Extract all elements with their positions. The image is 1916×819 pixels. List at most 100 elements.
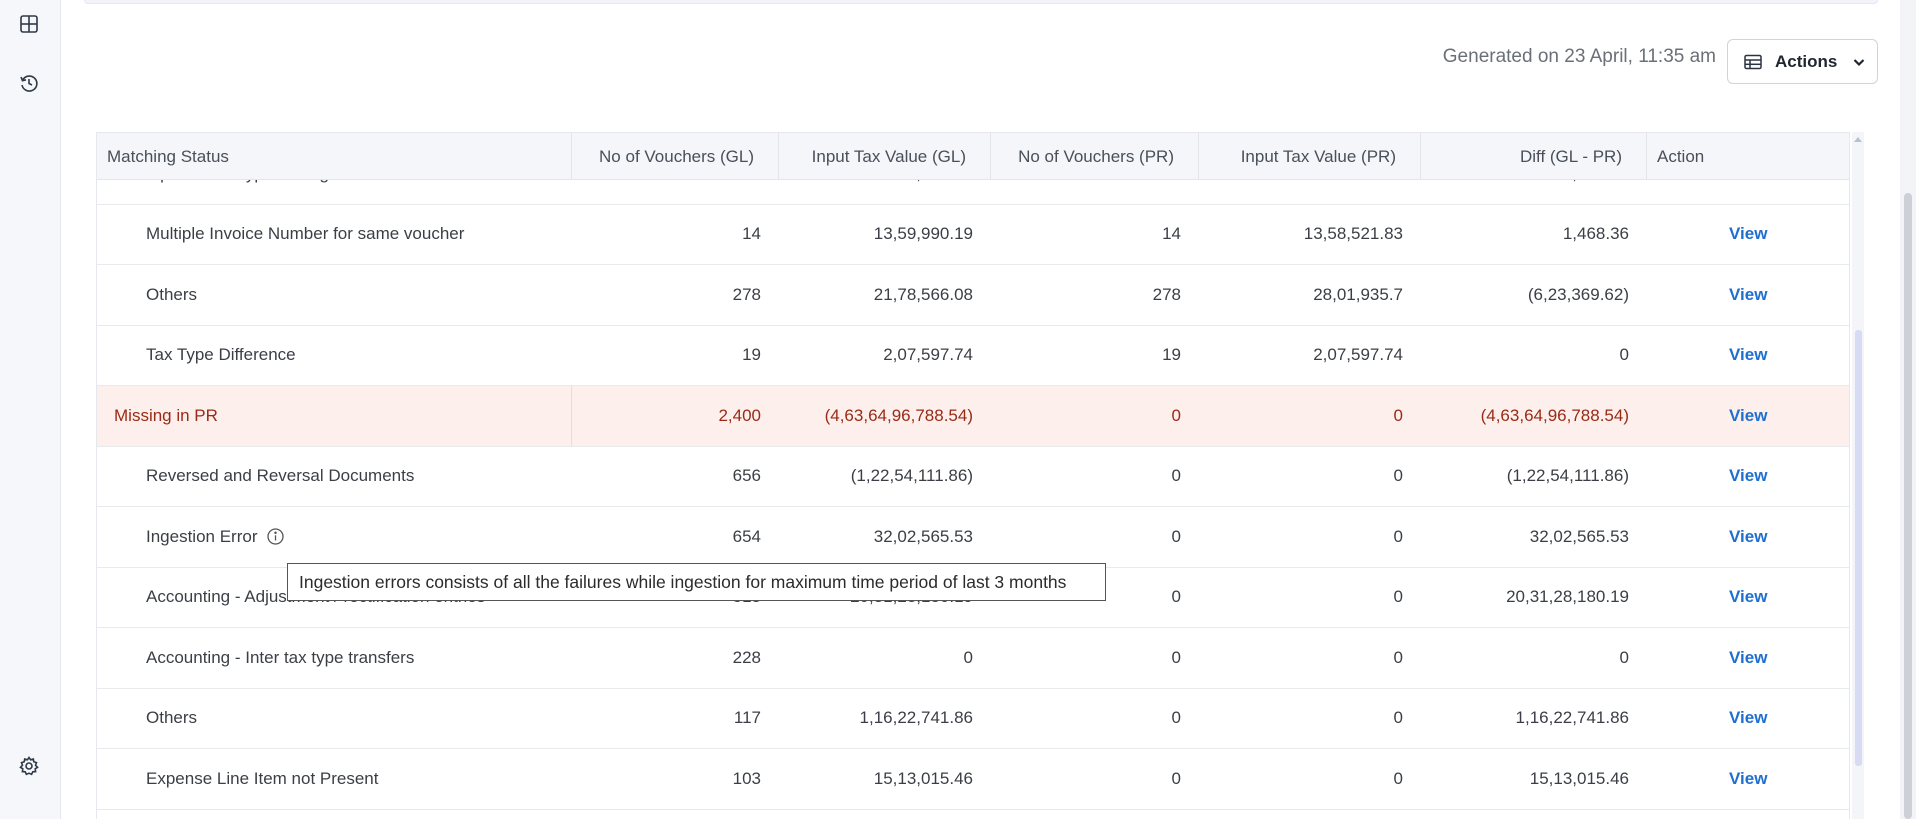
table-header: Matching Status No of Vouchers (GL) Inpu… bbox=[97, 133, 1849, 180]
vouchers-pr-cell: 0 bbox=[991, 386, 1199, 446]
view-link[interactable]: View bbox=[1729, 284, 1768, 304]
vouchers-pr-value: 0 bbox=[1171, 466, 1181, 486]
grid-icon[interactable] bbox=[18, 13, 40, 35]
table-row: Multiple Invoice Number for same voucher… bbox=[97, 204, 1849, 265]
tax-gl-cell: 1,16,22,741.86 bbox=[779, 689, 991, 749]
view-link[interactable]: View bbox=[1729, 768, 1768, 788]
vouchers-gl-value: 654 bbox=[732, 526, 761, 546]
diff-cell: 1,468.36 bbox=[1421, 205, 1647, 265]
diff-value: 0 bbox=[1619, 345, 1629, 365]
tax-gl-value: 1,16,22,741.86 bbox=[859, 708, 973, 728]
vouchers-pr-value: 0 bbox=[1171, 708, 1181, 728]
view-link[interactable]: View bbox=[1729, 587, 1768, 607]
diff-value: 20,31,28,180.19 bbox=[1506, 587, 1629, 607]
vouchers-gl-value: 117 bbox=[733, 708, 761, 728]
vouchers-pr-cell: 14 bbox=[991, 205, 1199, 265]
tax-pr-cell: 0 bbox=[1199, 386, 1421, 446]
diff-cell: 20,31,28,180.19 bbox=[1421, 568, 1647, 628]
vouchers-gl-cell: 14 bbox=[572, 205, 779, 265]
info-icon[interactable] bbox=[266, 527, 285, 546]
tax-gl-cell: 13,59,990.19 bbox=[779, 205, 991, 265]
actions-button[interactable]: Actions bbox=[1727, 39, 1878, 84]
vouchers-pr-value: 0 bbox=[1171, 405, 1181, 425]
vouchers-pr-cell: 0 bbox=[991, 447, 1199, 507]
top-panel-edge bbox=[84, 0, 1878, 4]
action-cell: View bbox=[1647, 628, 1849, 688]
vouchers-pr-cell: 278 bbox=[991, 265, 1199, 325]
action-cell: View bbox=[1647, 568, 1849, 628]
tax-pr-value: 28,01,935.7 bbox=[1313, 284, 1403, 304]
table-row: Ingestion Error 654 32,02,565.53 0 0 32,02,56… bbox=[97, 507, 1849, 568]
gear-icon[interactable] bbox=[18, 755, 40, 777]
page-scrollbar[interactable] bbox=[1900, 0, 1916, 819]
diff-cell: 15,13,015.46 bbox=[1421, 749, 1647, 809]
vouchers-gl-cell: 654 bbox=[572, 507, 779, 567]
view-link[interactable]: View bbox=[1729, 708, 1768, 728]
table-scrollbar-thumb[interactable] bbox=[1855, 330, 1862, 766]
tax-pr-cell: 0 bbox=[1199, 447, 1421, 507]
view-link[interactable]: View bbox=[1729, 405, 1768, 425]
diff-cell: 0 bbox=[1421, 628, 1647, 688]
vouchers-gl-value: 2,400 bbox=[718, 405, 761, 425]
vouchers-pr-value: 0 bbox=[1171, 526, 1181, 546]
vouchers-gl-value: 228 bbox=[732, 647, 761, 667]
tax-pr-cell: 0 bbox=[1199, 507, 1421, 567]
diff-value: 15,13,015.46 bbox=[1529, 768, 1629, 788]
tax-pr-cell: 0 bbox=[1199, 628, 1421, 688]
tax-gl-value: 21,78,566.08 bbox=[873, 284, 973, 304]
status-cell: Ingestion Error bbox=[97, 507, 572, 567]
vouchers-gl-value: 19 bbox=[742, 345, 761, 365]
vouchers-pr-cell: 19 bbox=[991, 326, 1199, 386]
action-cell: View bbox=[1647, 326, 1849, 386]
history-icon[interactable] bbox=[18, 72, 40, 94]
action-cell: View bbox=[1647, 447, 1849, 507]
tax-pr-value: 0 bbox=[1393, 587, 1403, 607]
view-link[interactable]: View bbox=[1729, 345, 1768, 365]
status-cell: Missing in PR bbox=[97, 386, 572, 446]
column-header-vouchers-gl[interactable]: No of Vouchers (GL) bbox=[572, 133, 779, 180]
vouchers-pr-value: 278 bbox=[1152, 284, 1181, 304]
action-cell: View bbox=[1647, 749, 1849, 809]
tax-pr-cell: 0 bbox=[1199, 689, 1421, 749]
tax-gl-value: (1,22,54,111.86) bbox=[850, 466, 973, 486]
generated-timestamp: Generated on 23 April, 11:35 am bbox=[1442, 46, 1716, 67]
action-cell: View bbox=[1647, 205, 1849, 265]
column-header-vouchers-pr[interactable]: No of Vouchers (PR) bbox=[991, 133, 1199, 180]
diff-cell: 0 bbox=[1421, 326, 1647, 386]
page-scrollbar-thumb[interactable] bbox=[1904, 193, 1912, 819]
table-scrollbar[interactable] bbox=[1852, 132, 1864, 819]
tax-gl-cell: 15,13,015.46 bbox=[779, 749, 991, 809]
status-value: Tax Type Difference bbox=[146, 345, 296, 365]
view-link[interactable]: View bbox=[1729, 647, 1768, 667]
vouchers-gl-value: 103 bbox=[732, 768, 761, 788]
view-link[interactable]: View bbox=[1729, 466, 1768, 486]
view-link[interactable]: View bbox=[1729, 526, 1768, 546]
table-body: Input Claim Type - Ineligible in PR11,46… bbox=[97, 144, 1849, 810]
table-icon bbox=[1743, 52, 1763, 72]
vouchers-gl-value: 278 bbox=[732, 284, 761, 304]
column-header-diff[interactable]: Diff (GL - PR) bbox=[1421, 133, 1647, 180]
column-header-matching-status[interactable]: Matching Status bbox=[97, 133, 572, 180]
table-row: Others 278 21,78,566.08 278 28,01,935.7 (6,23… bbox=[97, 265, 1849, 326]
column-header-tax-pr[interactable]: Input Tax Value (PR) bbox=[1199, 133, 1421, 180]
view-link[interactable]: View bbox=[1729, 224, 1768, 244]
status-value: Others bbox=[146, 708, 198, 728]
scroll-up-arrow-icon[interactable] bbox=[1854, 137, 1862, 142]
tax-gl-value: 2,07,597.74 bbox=[883, 345, 973, 365]
status-value: Accounting - Inter tax type transfers bbox=[146, 647, 415, 667]
diff-value: 0 bbox=[1619, 647, 1629, 667]
table-row: Others 117 1,16,22,741.86 0 0 1,16,22,741.86 V… bbox=[97, 688, 1849, 749]
vouchers-gl-cell: 2,400 bbox=[572, 386, 779, 446]
column-header-tax-gl[interactable]: Input Tax Value (GL) bbox=[779, 133, 991, 180]
diff-cell: (4,63,64,96,788.54) bbox=[1421, 386, 1647, 446]
vouchers-pr-cell: 0 bbox=[991, 628, 1199, 688]
status-cell: Reversed and Reversal Documents bbox=[97, 447, 572, 507]
vouchers-gl-value: 14 bbox=[742, 224, 761, 244]
tax-gl-cell: 0 bbox=[779, 628, 991, 688]
diff-cell: 32,02,565.53 bbox=[1421, 507, 1647, 567]
vouchers-gl-value: 656 bbox=[732, 466, 761, 486]
tax-pr-value: 0 bbox=[1393, 526, 1403, 546]
tax-pr-value: 0 bbox=[1393, 708, 1403, 728]
tax-gl-cell: 2,07,597.74 bbox=[779, 326, 991, 386]
vouchers-pr-cell: 0 bbox=[991, 507, 1199, 567]
